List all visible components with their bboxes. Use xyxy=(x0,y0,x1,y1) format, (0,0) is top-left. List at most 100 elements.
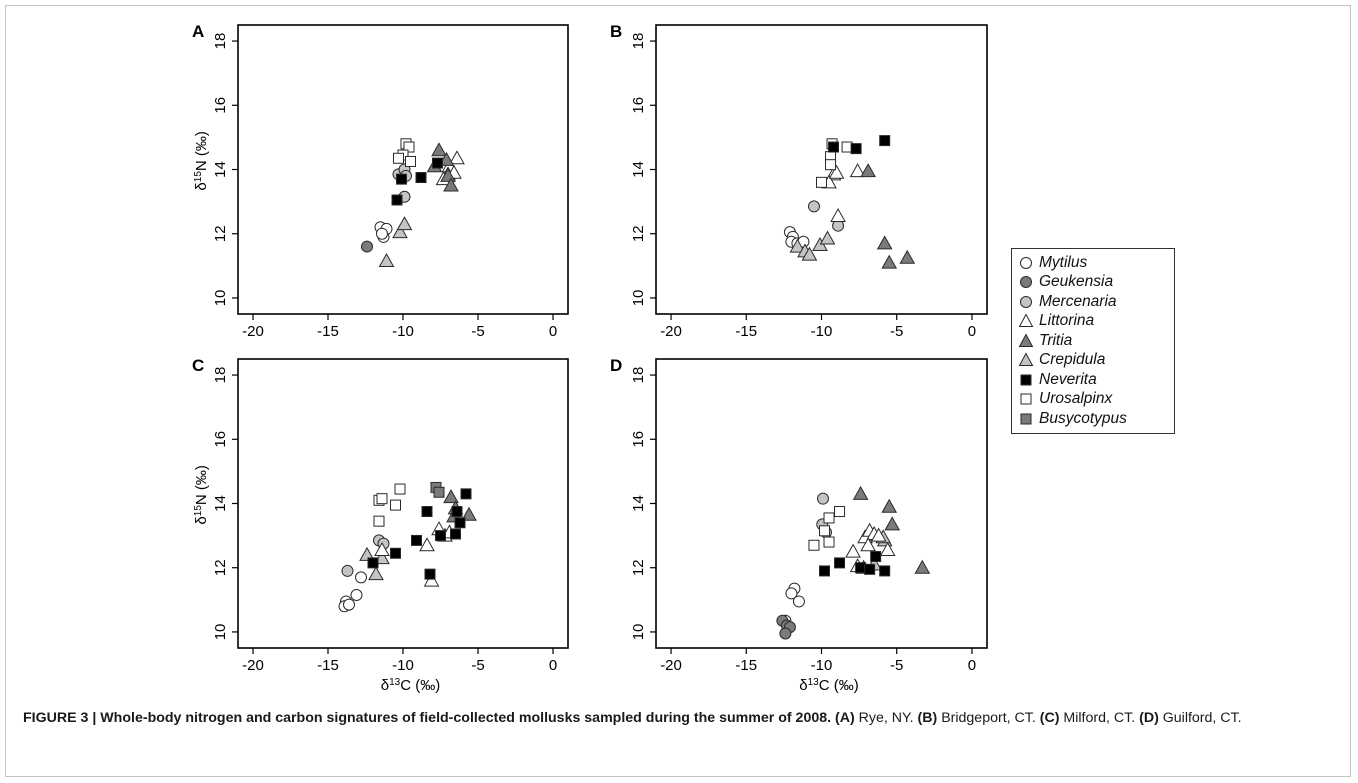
mytilus-point xyxy=(355,571,367,584)
y-tick-label: 18 xyxy=(212,33,229,50)
x-tick-label: -5 xyxy=(890,657,903,674)
urosalpinx-point xyxy=(376,493,388,505)
tritia-point xyxy=(899,249,916,264)
littorina-point xyxy=(879,542,896,557)
tritia-point xyxy=(914,559,931,574)
series-neverita xyxy=(391,157,443,206)
urosalpinx-point xyxy=(405,155,416,167)
legend-label: Urosalpinx xyxy=(1039,390,1113,408)
legend-label: Crepidula xyxy=(1039,351,1106,369)
littorina-point xyxy=(830,208,846,223)
urosalpinx-point xyxy=(825,159,837,171)
series-tritia xyxy=(852,485,931,574)
y-tick-label: 12 xyxy=(212,559,229,576)
legend-marker-circle-icon xyxy=(1020,276,1032,289)
neverita-point xyxy=(424,568,436,580)
neverita-point xyxy=(864,563,876,575)
littorina-point xyxy=(849,163,866,178)
y-tick-label: 16 xyxy=(212,431,229,448)
caption-key-b: (B) xyxy=(917,710,938,726)
scatter-panels: A -20 -15 -10 -5 0 10 12 14 16 18 δ15N (‰) B -20 -15 -1… xyxy=(192,22,988,694)
legend-item-mercenaria: Mercenaria xyxy=(1018,292,1174,312)
caption-text-d: Guilford, CT. xyxy=(1158,710,1242,726)
legend-item-mytilus: Mytilus xyxy=(1018,253,1174,273)
neverita-point xyxy=(451,506,463,518)
series-mytilus xyxy=(338,571,367,613)
neverita-point xyxy=(435,530,446,542)
neverita-point xyxy=(879,135,891,147)
caption-key-d: (D) xyxy=(1139,710,1159,726)
crepidula-point xyxy=(378,252,395,268)
littorina-point xyxy=(423,572,440,587)
series-neverita xyxy=(367,488,472,580)
crepidula-point xyxy=(392,224,408,239)
littorina-point xyxy=(860,537,876,552)
tritia-point xyxy=(852,485,869,500)
caption-text-a: Rye, NY. xyxy=(854,710,918,726)
y-tick-label: 16 xyxy=(212,97,229,114)
urosalpinx-point xyxy=(808,539,820,551)
neverita-point xyxy=(460,488,472,500)
mytilus-point xyxy=(792,595,805,608)
neverita-point xyxy=(390,547,401,559)
y-axis-title: δ15N (‰) xyxy=(193,131,211,190)
x-tick-label: -15 xyxy=(317,323,339,340)
neverita-point xyxy=(828,141,840,153)
x-tick-label: -10 xyxy=(811,657,833,674)
caption-text-c: Milford, CT. xyxy=(1059,710,1140,726)
series-crepidula xyxy=(378,216,413,268)
panel-d: D -20 -15 -10 -5 0 10 12 14 16 18 δ13C (‰) xyxy=(610,356,988,694)
legend-marker-circle-icon xyxy=(1020,256,1032,269)
neverita-point xyxy=(367,557,379,569)
figure-caption: FIGURE 3 | Whole-body nitrogen and carbo… xyxy=(23,708,1338,729)
x-tick-label: -20 xyxy=(242,323,264,340)
urosalpinx-point xyxy=(841,141,853,153)
y-tick-label: 16 xyxy=(630,431,647,448)
series-tritia xyxy=(860,163,916,269)
x-tick-label: 0 xyxy=(549,657,557,674)
mercenaria-point xyxy=(817,492,830,505)
caption-text-b: Bridgeport, CT. xyxy=(937,710,1040,726)
legend-label: Mytilus xyxy=(1039,253,1088,271)
urosalpinx-point xyxy=(816,176,827,188)
caption-key-c: (C) xyxy=(1039,710,1060,726)
panel-d-letter: D xyxy=(610,356,622,375)
legend-marker-circle-icon xyxy=(1020,295,1032,308)
series-urosalpinx xyxy=(393,138,416,167)
tritia-point xyxy=(461,506,477,521)
tritia-point xyxy=(440,167,456,182)
y-tick-label: 16 xyxy=(630,97,647,114)
littorina-point xyxy=(374,542,390,557)
urosalpinx-point xyxy=(390,499,401,511)
crepidula-point xyxy=(801,246,818,261)
legend-item-busycotypus: Busycotypus xyxy=(1018,409,1174,429)
y-tick-label: 12 xyxy=(212,225,229,242)
x-tick-label: -5 xyxy=(471,657,484,674)
legend-label: Mercenaria xyxy=(1039,292,1117,310)
urosalpinx-point xyxy=(393,152,404,164)
mercenaria-point xyxy=(807,200,820,213)
caption-key-a: (A) xyxy=(835,710,855,726)
legend-item-tritia: Tritia xyxy=(1018,331,1174,351)
x-tick-label: -5 xyxy=(471,323,484,340)
neverita-point xyxy=(850,143,862,155)
y-tick-label: 18 xyxy=(212,367,229,384)
legend-marker-square-icon xyxy=(1020,393,1032,405)
neverita-point xyxy=(391,194,403,206)
neverita-point xyxy=(450,528,461,540)
panel-a: A -20 -15 -10 -5 0 10 12 14 16 18 δ15N (‰) xyxy=(192,22,569,340)
legend-marker-triangle-icon xyxy=(1018,352,1034,367)
panel-c-frame xyxy=(237,358,569,649)
figure-frame xyxy=(5,5,1351,777)
panel-b: B -20 -15 -10 -5 0 10 12 14 16 18 xyxy=(610,22,988,340)
mytilus-point xyxy=(785,587,798,600)
x-tick-label: 0 xyxy=(968,657,976,674)
urosalpinx-point xyxy=(403,141,415,153)
panel-b-letter: B xyxy=(610,22,622,41)
urosalpinx-point xyxy=(823,536,835,548)
crepidula-point xyxy=(359,546,375,561)
x-tick-label: -20 xyxy=(660,657,682,674)
tritia-point xyxy=(876,235,893,250)
neverita-point xyxy=(870,550,882,562)
series-busycotypus xyxy=(430,481,445,498)
